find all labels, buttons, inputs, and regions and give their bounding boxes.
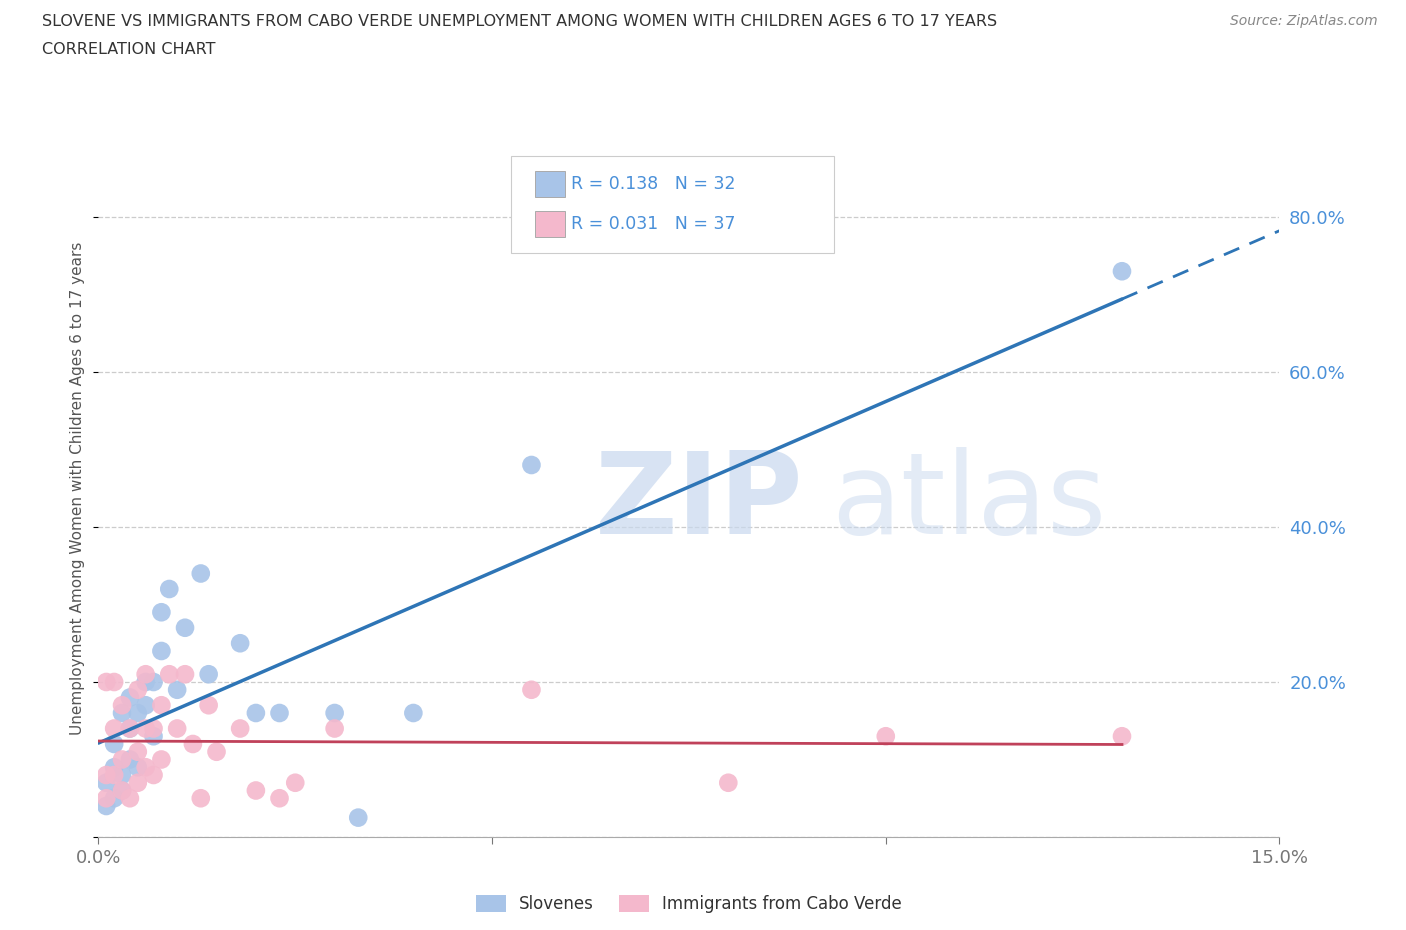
Point <box>229 721 252 736</box>
Point <box>197 698 219 712</box>
Point <box>1111 729 1133 744</box>
Point <box>111 706 134 721</box>
Point <box>157 581 180 596</box>
Point <box>174 620 197 635</box>
Text: Source: ZipAtlas.com: Source: ZipAtlas.com <box>1230 14 1378 28</box>
Point <box>323 721 346 736</box>
Point <box>96 799 118 814</box>
Text: R = 0.031   N = 37: R = 0.031 N = 37 <box>571 215 735 232</box>
Point <box>245 706 267 721</box>
Point <box>135 698 157 712</box>
Point <box>103 721 125 736</box>
Point <box>135 674 157 689</box>
Point <box>717 776 740 790</box>
Point <box>103 767 125 782</box>
Point <box>174 667 197 682</box>
Point <box>103 790 125 805</box>
Text: R = 0.138   N = 32: R = 0.138 N = 32 <box>571 175 735 193</box>
Point <box>197 667 219 682</box>
Point <box>150 604 173 619</box>
Point <box>127 706 149 721</box>
Point <box>166 683 188 698</box>
Point <box>118 721 141 736</box>
Point <box>127 744 149 759</box>
Point <box>229 636 252 651</box>
Point <box>111 752 134 767</box>
Text: CORRELATION CHART: CORRELATION CHART <box>42 42 215 57</box>
Point <box>111 698 134 712</box>
Point <box>135 721 157 736</box>
Point <box>157 667 180 682</box>
Point <box>166 721 188 736</box>
Point <box>127 776 149 790</box>
Point <box>127 760 149 775</box>
Point <box>118 790 141 805</box>
Point <box>269 790 291 805</box>
Point <box>96 776 118 790</box>
Point <box>347 810 370 825</box>
Point <box>190 790 212 805</box>
Point <box>118 752 141 767</box>
Point <box>150 698 173 712</box>
Point <box>520 683 543 698</box>
Point <box>520 458 543 472</box>
Point <box>181 737 204 751</box>
Y-axis label: Unemployment Among Women with Children Ages 6 to 17 years: Unemployment Among Women with Children A… <box>70 242 86 735</box>
Point <box>875 729 897 744</box>
Point <box>1111 264 1133 279</box>
Point <box>111 783 134 798</box>
Point <box>402 706 425 721</box>
Point <box>103 674 125 689</box>
Point <box>205 744 228 759</box>
Point <box>135 667 157 682</box>
Point <box>111 767 134 782</box>
Point <box>96 767 118 782</box>
Point <box>245 783 267 798</box>
Point <box>323 706 346 721</box>
Point <box>142 674 165 689</box>
Point <box>135 760 157 775</box>
Legend: Slovenes, Immigrants from Cabo Verde: Slovenes, Immigrants from Cabo Verde <box>470 888 908 920</box>
Point <box>103 760 125 775</box>
Point <box>150 644 173 658</box>
Point <box>150 752 173 767</box>
Point <box>142 721 165 736</box>
Point <box>142 729 165 744</box>
Point <box>118 721 141 736</box>
Point <box>96 790 118 805</box>
Point <box>190 566 212 581</box>
Point <box>111 783 134 798</box>
Point <box>118 690 141 705</box>
Text: ZIP: ZIP <box>595 446 803 558</box>
Point <box>142 767 165 782</box>
Text: atlas: atlas <box>831 446 1107 558</box>
Text: SLOVENE VS IMMIGRANTS FROM CABO VERDE UNEMPLOYMENT AMONG WOMEN WITH CHILDREN AGE: SLOVENE VS IMMIGRANTS FROM CABO VERDE UN… <box>42 14 997 29</box>
Point <box>103 737 125 751</box>
Point <box>284 776 307 790</box>
Point <box>96 674 118 689</box>
Point <box>127 683 149 698</box>
Point <box>269 706 291 721</box>
